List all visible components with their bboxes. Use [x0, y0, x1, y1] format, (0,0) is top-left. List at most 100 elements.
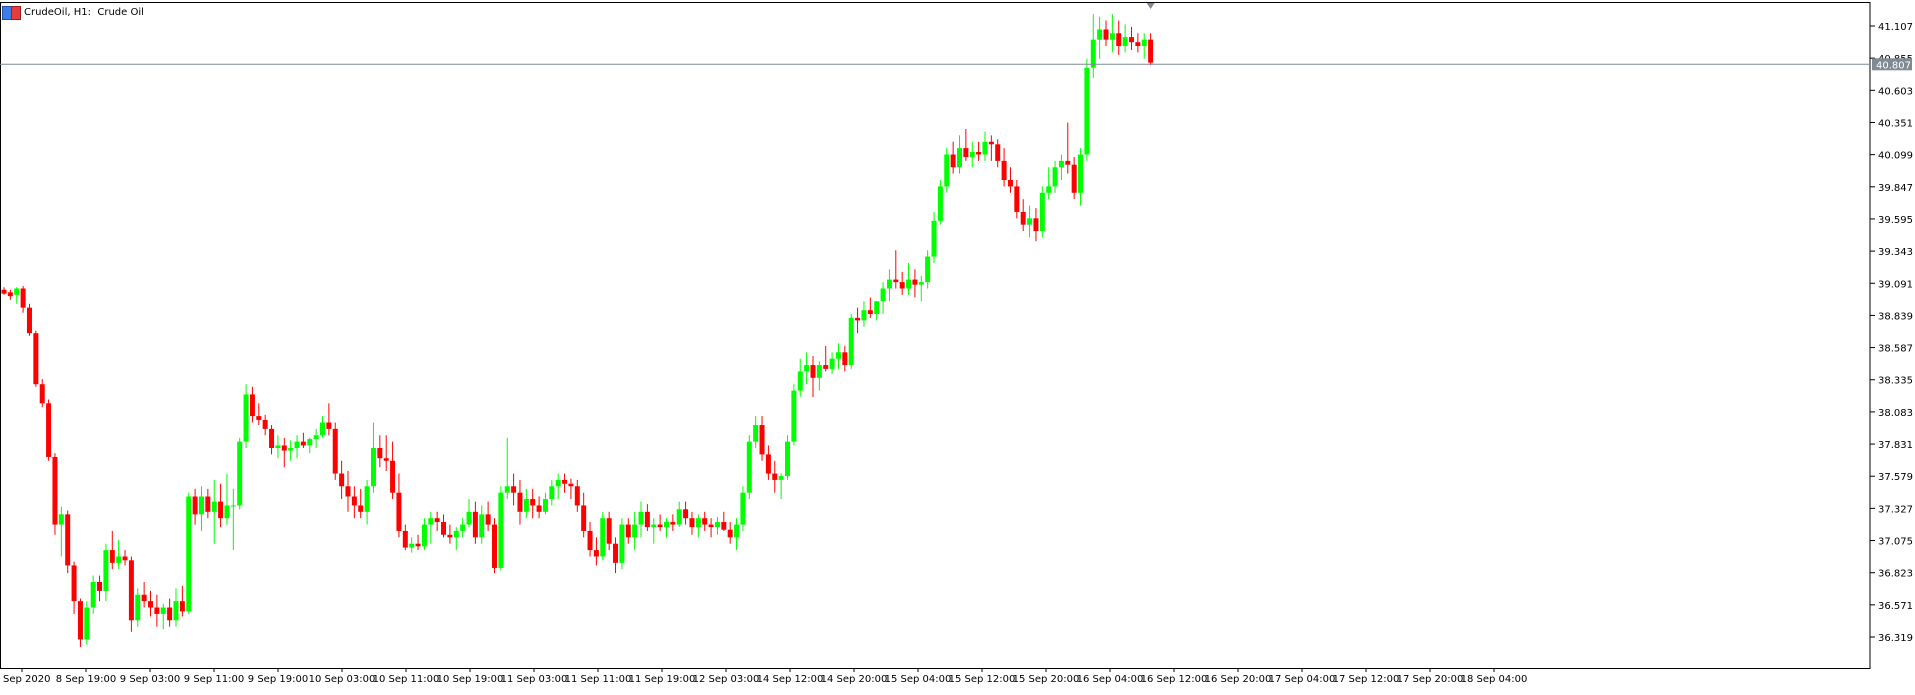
candle-body	[339, 473, 345, 487]
y-tick-label: 37.075	[1878, 537, 1913, 548]
candle-body	[58, 514, 64, 525]
candle-body	[670, 522, 676, 525]
x-tick-label: 8 Sep 19:00	[56, 674, 116, 685]
candle-body	[97, 581, 103, 591]
candle-body	[874, 301, 880, 315]
candle-body	[663, 522, 669, 528]
candle-body	[651, 524, 657, 528]
current-price-label: 40.807	[1876, 60, 1911, 71]
candle-body	[504, 486, 510, 493]
candle-body	[179, 601, 185, 612]
candle-body	[230, 505, 236, 507]
candle-body	[441, 522, 447, 535]
candle-body	[237, 441, 243, 506]
candle-body	[772, 473, 778, 480]
candle-body	[1, 289, 7, 294]
candle-body	[479, 514, 485, 538]
candle-body	[192, 496, 198, 515]
candle-body	[186, 496, 192, 612]
candle-body	[765, 454, 771, 474]
x-tick-label: 15 Sep 12:00	[949, 674, 1016, 685]
candle-body	[211, 501, 217, 512]
candle-body	[600, 518, 606, 557]
candle-body	[313, 435, 319, 440]
candle-body	[52, 456, 58, 525]
x-tick-label: 12 Sep 03:00	[693, 674, 760, 685]
candle-body	[39, 384, 45, 404]
x-tick-label: 16 Sep 20:00	[1205, 674, 1272, 685]
candle-body	[708, 524, 714, 528]
candle-body	[899, 282, 905, 289]
candle-body	[402, 530, 408, 548]
candle-body	[351, 496, 357, 506]
candle-body	[269, 428, 275, 449]
candle-body	[804, 365, 810, 372]
candle-body	[141, 594, 147, 602]
y-tick-label: 37.831	[1878, 440, 1913, 451]
candle-body	[103, 550, 109, 591]
candle-body	[587, 530, 593, 551]
candle-body	[447, 534, 453, 538]
candle-body	[281, 445, 287, 451]
candle-body	[1014, 186, 1020, 212]
candle-body	[727, 529, 733, 538]
candle-body	[982, 141, 988, 155]
candle-body	[1141, 39, 1147, 47]
candle-body	[14, 288, 20, 295]
candle-body	[638, 511, 644, 525]
candle-body	[460, 524, 466, 531]
candle-body	[1148, 39, 1154, 63]
candle-body	[300, 441, 306, 446]
candle-body	[116, 556, 122, 563]
candle-body	[294, 441, 300, 449]
candle-body	[1135, 42, 1141, 47]
candle-body	[530, 499, 536, 506]
candle-body	[816, 365, 822, 378]
candle-body	[581, 505, 587, 531]
candle-body	[345, 486, 351, 497]
y-tick-label: 38.083	[1878, 408, 1913, 419]
x-tick-label: 17 Sep 12:00	[1333, 674, 1400, 685]
candle-body	[1039, 192, 1045, 232]
y-tick-label: 37.327	[1878, 504, 1913, 515]
candle-body	[154, 607, 160, 614]
candle-body	[1071, 164, 1077, 193]
candle-body	[848, 317, 854, 366]
candle-body	[218, 501, 224, 519]
candle-body	[619, 524, 625, 563]
candle-body	[409, 543, 415, 548]
last-bar-marker-icon	[1146, 3, 1155, 9]
chart-symbol: CrudeOil	[24, 6, 68, 18]
candle-body	[243, 394, 249, 442]
candle-body	[568, 483, 574, 487]
candle-body	[472, 511, 478, 538]
candle-body	[676, 509, 682, 525]
candle-body	[390, 460, 396, 493]
candle-body	[491, 524, 497, 568]
candle-body	[1078, 154, 1084, 193]
candle-body	[358, 505, 364, 512]
candle-body	[33, 333, 39, 385]
candle-body	[288, 448, 294, 451]
candle-body	[205, 496, 211, 512]
candle-body	[396, 492, 402, 531]
candle-body	[517, 492, 523, 512]
candle-body	[1103, 29, 1109, 40]
candle-body	[562, 479, 568, 484]
candle-body	[574, 486, 580, 506]
x-tick-label: 16 Sep 12:00	[1141, 674, 1208, 685]
candle-body	[746, 441, 752, 493]
candle-body	[262, 419, 268, 429]
candle-body	[995, 144, 1001, 161]
candle-body	[912, 279, 918, 285]
candle-body	[734, 524, 740, 538]
x-tick-label: 9 Sep 19:00	[248, 674, 308, 685]
candle-body	[861, 310, 867, 321]
candle-body	[109, 550, 115, 563]
candle-body	[906, 279, 912, 289]
candle-body	[523, 499, 529, 512]
candle-body	[370, 448, 376, 487]
candle-body	[1122, 37, 1128, 47]
